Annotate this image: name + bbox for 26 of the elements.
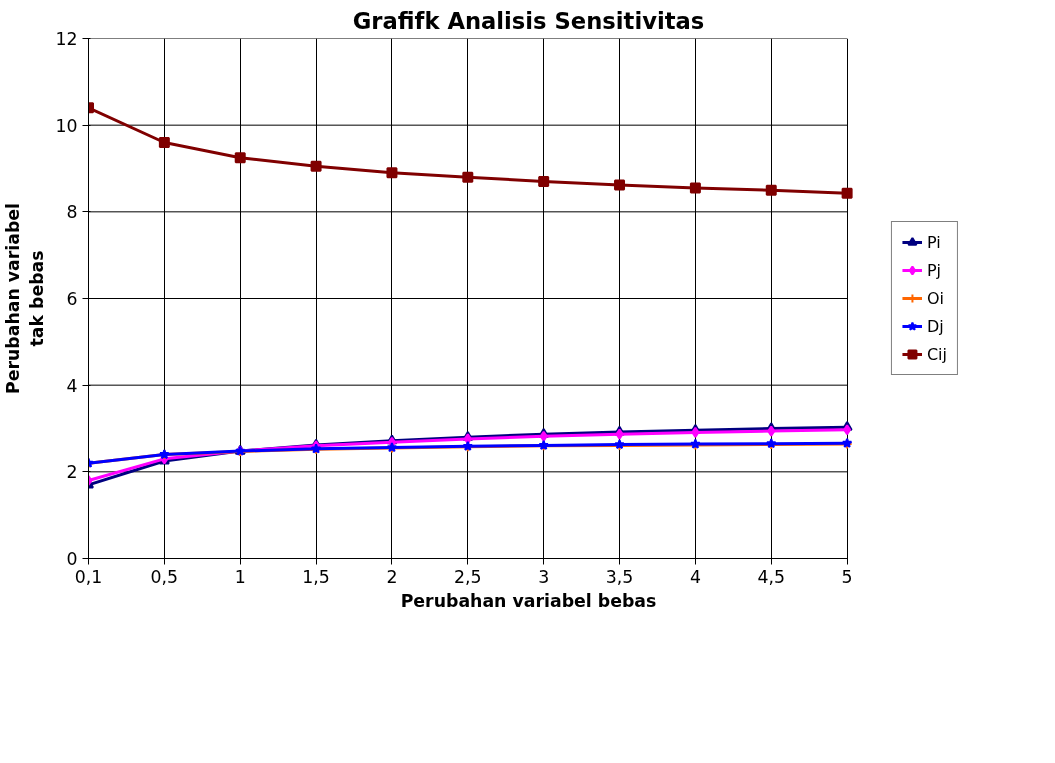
x-axis-title: Perubahan variabel bebas xyxy=(400,590,657,611)
x-tick-label: 5 xyxy=(841,566,853,587)
x-tick-label: 2,5 xyxy=(454,566,482,587)
x-tick-label: 3,5 xyxy=(605,566,634,587)
y-tick-label: 0 xyxy=(66,549,78,569)
y-tick-label: 4 xyxy=(66,375,78,396)
x-tick-label: 2 xyxy=(386,566,398,587)
y-tick-label: 2 xyxy=(66,462,78,483)
x-tick-label: 0,5 xyxy=(150,566,179,587)
y-tick-label: 8 xyxy=(66,202,78,223)
legend-label: Dj xyxy=(926,316,945,336)
x-tick-label: 3 xyxy=(538,566,550,587)
y-axis-title: Perubahan variabel tak bebas xyxy=(3,202,48,395)
x-tick-label: 1,5 xyxy=(302,566,330,587)
x-tick-label: 0,1 xyxy=(74,566,103,587)
y-tick-label: 10 xyxy=(55,115,78,136)
legend-label: Oi xyxy=(926,288,945,308)
x-tick-label: 1 xyxy=(234,566,246,587)
x-tick-label: 4,5 xyxy=(757,566,786,587)
y-tick-label: 6 xyxy=(66,289,78,309)
y-tick-label: 12 xyxy=(55,29,78,49)
legend-label: Pi xyxy=(926,232,942,252)
x-tick-label: 4 xyxy=(689,566,701,587)
legend-label: Pj xyxy=(926,260,943,280)
legend-label: Cij xyxy=(926,344,947,364)
chart-title: Grafifk Analisis Sensitivitas xyxy=(352,7,705,34)
